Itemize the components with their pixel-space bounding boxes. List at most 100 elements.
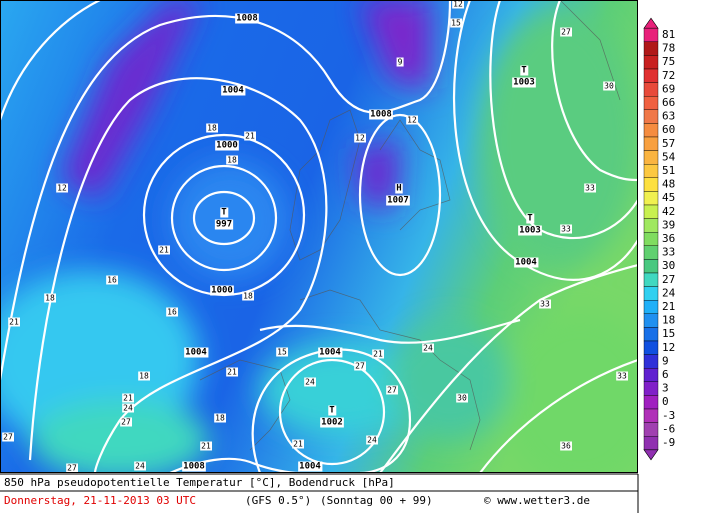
isotherm-label-box <box>2 432 14 442</box>
colorbar-swatch <box>643 163 659 178</box>
map-area: 1008 1004 1000 T 997 1000 1004 1008 H 1007 T 1003 T 1… <box>0 0 638 473</box>
isobar-label: 1000 <box>211 286 233 296</box>
isotherm-label: 15 <box>451 19 461 28</box>
isobar-label: 1004 <box>185 348 207 358</box>
isotherm-label-box <box>292 439 304 449</box>
isobar-label-box <box>318 347 343 358</box>
colorbar-label: 18 <box>662 314 675 327</box>
isotherm-label-box <box>450 18 462 28</box>
isotherm-label: 24 <box>423 344 433 353</box>
isotherm-label-box <box>138 371 150 381</box>
colorbar-swatch <box>643 109 659 124</box>
isotherm-label-box <box>8 317 20 327</box>
isotherm-label: 9 <box>398 58 403 67</box>
colorbar-swatch <box>643 327 659 342</box>
isobar-label: 1003 <box>513 78 535 88</box>
colorbar-label: 54 <box>662 150 676 163</box>
colorbar-swatch <box>643 123 659 138</box>
isobar-label: 997 <box>216 220 232 230</box>
isotherm-label: 12 <box>57 184 67 193</box>
isobar-label-box <box>298 461 323 472</box>
isotherm-label: 21 <box>201 442 211 451</box>
isobar-label-box <box>220 207 229 218</box>
isobar-label: 1003 <box>519 226 541 236</box>
isotherm-label-box <box>584 183 596 193</box>
isobar-label-box <box>514 257 539 268</box>
isotherm-label-box <box>560 224 572 234</box>
colorbar-label: 45 <box>662 191 675 204</box>
colorbar-label: 48 <box>662 178 675 191</box>
isobar-label-box <box>235 13 259 24</box>
isotherm-label: 30 <box>604 82 614 91</box>
colorbar-swatch <box>643 150 659 165</box>
isotherm-label-box <box>134 461 146 471</box>
isotherm-label: 21 <box>373 350 383 359</box>
colorbar-label: 6 <box>662 368 669 381</box>
isobar-label-box <box>386 195 410 206</box>
isobar-label-box <box>214 219 234 230</box>
isotherm-label-box <box>354 133 366 143</box>
colorbar-label: 9 <box>662 354 669 367</box>
colorbar-label: -9 <box>662 436 675 449</box>
isobar-label-box <box>518 225 542 236</box>
colorbar-swatch <box>643 381 659 396</box>
isotherm-label-box <box>372 349 384 359</box>
isotherm-label: 18 <box>207 124 217 133</box>
colorbar-label: 39 <box>662 218 675 231</box>
isotherm-label-box <box>106 275 118 285</box>
isotherm-label: 24 <box>123 404 133 413</box>
isobar-label-box <box>395 183 403 194</box>
footer-date: Donnerstag, 21-11-2013 03 UTC <box>4 494 196 507</box>
isotherm-label: 21 <box>159 246 169 255</box>
isobar-label-box <box>320 417 344 428</box>
isobar-label: T <box>521 66 527 76</box>
colorbar-swatch <box>643 422 659 437</box>
temperature-field <box>0 0 638 473</box>
isotherm-label: 18 <box>45 294 55 303</box>
isobar-label: 1008 <box>183 462 205 472</box>
isotherm-label-box <box>396 57 404 67</box>
isotherm-label: 16 <box>167 308 177 317</box>
isobar-label-box <box>526 213 535 224</box>
isobar-label-box <box>215 140 239 151</box>
colorbar-label: 63 <box>662 110 675 123</box>
colorbar-label: 27 <box>662 273 675 286</box>
isotherm-label-box <box>386 385 398 395</box>
isotherm-label-box <box>560 441 572 451</box>
footer-model: (GFS 0.5°) <box>245 494 311 507</box>
colorbar-label: 15 <box>662 327 675 340</box>
isobar-label: T <box>221 208 227 218</box>
map-frame <box>0 0 638 473</box>
isotherm-label-box <box>120 417 132 427</box>
isotherm-label-box <box>276 347 288 357</box>
isotherm-label-box <box>452 0 464 9</box>
footer-title: 850 hPa pseudopotentielle Temperatur [°C… <box>4 476 395 489</box>
isobar-label: T <box>527 214 533 224</box>
isotherm-label-box <box>200 441 212 451</box>
isobar-label: 1002 <box>321 418 343 428</box>
isotherm-label: 27 <box>561 28 571 37</box>
isobar-label: 1004 <box>515 258 537 268</box>
colorbar-label: 33 <box>662 246 675 259</box>
colorbar-swatch <box>643 218 659 233</box>
map-labels: 1008 1004 1000 T 997 1000 1004 1008 H 1007 T 1003 T 1… <box>2 0 628 473</box>
colorbar-label: 42 <box>662 205 675 218</box>
colorbar-label: 21 <box>662 300 675 313</box>
colorbar-swatch <box>643 231 659 246</box>
isotherm-label-box <box>422 343 434 353</box>
colorbar-label: 0 <box>662 395 669 408</box>
isotherm-label: 36 <box>561 442 571 451</box>
isotherm-label-box <box>406 115 418 125</box>
colorbar-swatch <box>643 300 659 315</box>
isotherm-label: 16 <box>107 276 117 285</box>
colorbar-label: 51 <box>662 164 675 177</box>
footer-run: (Sonntag 00 + 99) <box>320 494 433 507</box>
isotherm-label-box <box>560 27 572 37</box>
colorbar-swatch <box>643 272 659 287</box>
isotherm-label: 18 <box>243 292 253 301</box>
isotherm-label-box <box>616 371 628 381</box>
isotherm-label-box <box>214 413 226 423</box>
colorbar-swatch <box>643 28 659 43</box>
colorbar-swatch <box>643 68 659 83</box>
